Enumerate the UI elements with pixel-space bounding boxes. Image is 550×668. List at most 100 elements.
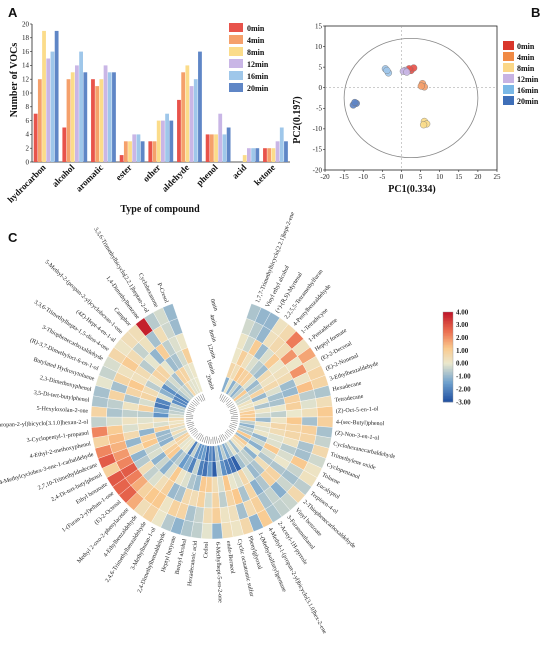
- bar-chart-panel: A Number of VOCs Type of compound 0 2 4 6 8 1…: [5, 5, 290, 215]
- bar-ytick-label: 2: [26, 145, 30, 153]
- heatmap-column-label: 4min: [208, 314, 218, 328]
- pca-legend-swatch: [503, 96, 514, 105]
- dendrogram-branch: [187, 409, 195, 413]
- heatmap-cell: [162, 303, 178, 322]
- heatmap-cell: [90, 406, 108, 418]
- scale-tick-label: 1.00: [456, 347, 469, 355]
- scale-segment: [443, 345, 453, 347]
- pca-legend-label: 20min: [517, 97, 539, 106]
- bar: [42, 30, 46, 163]
- scale-tick-label: 2.00: [456, 334, 469, 342]
- bar: [70, 72, 75, 162]
- bar: [66, 79, 71, 162]
- dendrogram-branch: [188, 427, 194, 431]
- dendrogram-branch: [232, 414, 238, 416]
- bar: [284, 141, 288, 162]
- heatmap-cell: [211, 476, 219, 493]
- bar-legend-label: 4min: [247, 36, 265, 45]
- bar: [165, 113, 169, 162]
- dendrogram-branch: [220, 394, 224, 402]
- heatmap-column-label: 8min: [207, 329, 217, 343]
- bar-ytick-label: 0: [26, 158, 30, 166]
- pca-ylabel: PC2(0.197): [292, 96, 303, 144]
- scale-segment: [443, 315, 453, 317]
- dendrogram-branch: [208, 436, 210, 444]
- heatmap-row-label: 4-Methyl-1-(propan-2-yl)bicyclo[3.1.0]he…: [267, 526, 329, 635]
- scale-segment: [443, 381, 453, 383]
- bar-ytick-label: 16: [22, 48, 30, 56]
- dendrogram-branch: [229, 429, 235, 433]
- scale-segment: [443, 364, 453, 367]
- heatmap-row-label: 3-Cyclopentyl-1-propanol: [26, 430, 89, 444]
- dendrogram-branch: [230, 423, 237, 426]
- bar: [185, 65, 190, 162]
- scale-segment: [443, 363, 453, 365]
- bar: [279, 127, 284, 162]
- scale-segment: [443, 318, 453, 320]
- bar: [37, 79, 42, 162]
- dendrogram-branch: [230, 405, 236, 409]
- scale-segment: [443, 337, 453, 340]
- bar: [193, 79, 198, 162]
- pca-xtick-label: -15: [339, 173, 349, 181]
- heatmap-row-label: 5-Hexyloxolan-2-one: [36, 406, 88, 415]
- heatmap-row-label: 6-Methylhept-5-en-2-one: [214, 542, 223, 604]
- scale-segment: [443, 358, 453, 361]
- bar-ytick-label: 12: [22, 76, 30, 84]
- bar: [123, 141, 128, 162]
- dendrogram-branch: [225, 398, 230, 403]
- heatmap-row-label: P-Cresol: [156, 282, 169, 304]
- scale-segment: [443, 331, 453, 334]
- scale-segment: [443, 378, 453, 380]
- pca-legend-label: 4min: [517, 53, 535, 62]
- heatmap-row-label: 5-Methyl-2-(propan-2-yl)cyclohexan-1-one: [43, 258, 124, 335]
- pca-ytick-label: -15: [313, 146, 323, 154]
- bar: [209, 134, 214, 162]
- dendrogram-branch: [215, 436, 218, 444]
- dendrogram-branch: [198, 395, 203, 402]
- bar: [140, 141, 145, 162]
- scale-segment: [443, 346, 453, 349]
- bar: [46, 58, 51, 162]
- scale-segment: [443, 340, 453, 343]
- scale-segment: [443, 355, 453, 358]
- bar: [75, 65, 79, 162]
- bar: [169, 120, 174, 162]
- scale-segment: [443, 397, 453, 400]
- scale-segment: [443, 313, 453, 316]
- bar: [181, 72, 186, 162]
- bar-legend-swatch: [229, 47, 243, 56]
- scale-segment: [443, 342, 453, 344]
- scale-segment: [443, 367, 453, 370]
- scale-segment: [443, 312, 453, 314]
- pca-legend-swatch: [503, 74, 514, 83]
- bar-xlabel: Type of compound: [120, 204, 200, 215]
- pca-ytick-label: -5: [316, 105, 322, 113]
- bar-ytick-label: 6: [26, 117, 30, 125]
- heatmap-cell: [106, 416, 123, 427]
- scale-segment: [443, 373, 453, 376]
- heatmap-row-label: Hexadecane: [332, 381, 362, 394]
- heatmap-center: [193, 399, 231, 437]
- circular-heatmap: [90, 303, 334, 540]
- pca-xtick-label: -5: [379, 173, 385, 181]
- scale-tick-label: 3.00: [456, 321, 469, 329]
- pca-xtick-label: 25: [494, 173, 502, 181]
- pca-point: [383, 66, 391, 75]
- pca-ytick-label: 5: [319, 63, 323, 71]
- bar-ytick-label: 10: [22, 89, 30, 97]
- pca-legend-swatch: [503, 41, 514, 50]
- pca-plot-area: -20 -15 -10 -5 0 5 10 15 20 25 -20 -15 -10 -5 0 5 10 15: [313, 22, 501, 181]
- pca-legend-label: 0min: [517, 42, 535, 51]
- bar-category-label: acid: [230, 162, 248, 180]
- bar-legend: 0min 4min 8min 12min 16min 20min: [229, 23, 269, 93]
- pca-legend-label: 16min: [517, 86, 539, 95]
- heatmap-row-label: Cedrol: [203, 541, 210, 558]
- dendrogram-branch: [229, 407, 236, 411]
- pca-point: [403, 68, 411, 76]
- pca-xtick-label: 0: [400, 173, 404, 181]
- heatmap-row-label: (Z)-Oct-5-en-1-ol: [336, 405, 379, 414]
- pca-point: [420, 121, 428, 129]
- bar: [177, 99, 181, 162]
